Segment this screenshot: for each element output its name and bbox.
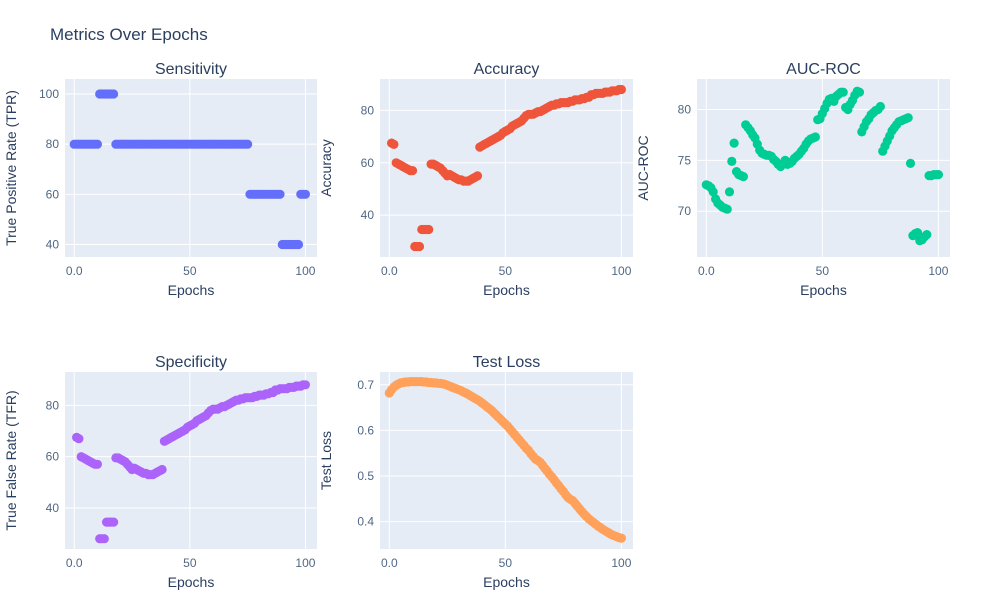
test-loss-x-tick-label: 0.0 — [381, 556, 398, 570]
test-loss-y-tick-label: 0.7 — [357, 378, 374, 392]
specificity-gridlines — [65, 372, 317, 549]
specificity-data-point — [74, 434, 84, 444]
sensitivity-data-point — [275, 189, 285, 199]
accuracy-y-tick-label: 80 — [361, 103, 375, 117]
sensitivity-data-point — [109, 89, 119, 99]
accuracy-gridlines — [380, 79, 633, 257]
accuracy-data-point — [407, 166, 418, 176]
auc-roc-data-point — [854, 87, 865, 97]
test-loss-x-tick-label: 100 — [611, 556, 631, 570]
sensitivity-y-tick-label: 80 — [46, 137, 60, 151]
sensitivity-subplot-title: Sensitivity — [155, 61, 227, 78]
accuracy-x-tick-label: 100 — [611, 264, 631, 278]
specificity-series — [72, 380, 310, 544]
auc-roc-data-point — [838, 87, 848, 97]
specificity-y-tick-label: 80 — [46, 398, 60, 412]
subplots-container: 0.0 50 100 40 60 80 100 Sensitivity Epochs True P… — [3, 61, 950, 590]
auc-roc-data-point — [727, 156, 737, 166]
test-loss-subplot-title: Test Loss — [473, 354, 541, 371]
test-loss-x-tick-label: 50 — [499, 556, 513, 570]
accuracy-data-point — [389, 139, 399, 149]
auc-roc-x-tick-label: 0.0 — [698, 264, 715, 278]
test-loss-series — [384, 377, 627, 543]
sensitivity-data-point — [300, 189, 310, 199]
accuracy-y-tick-label: 40 — [361, 208, 375, 222]
test-loss-y-tick-label: 0.5 — [357, 469, 374, 483]
test-loss-subplot: 0.0 50 100 0.4 0.5 0.6 0.7 Test Loss Epochs Test … — [318, 354, 633, 590]
auc-roc-x-tick-label: 100 — [928, 264, 948, 278]
test-loss-y-tick-label: 0.6 — [357, 423, 374, 437]
sensitivity-x-axis-title: Epochs — [168, 282, 215, 298]
specificity-y-tick-label: 60 — [46, 450, 60, 464]
accuracy-data-point — [414, 241, 425, 252]
sensitivity-subplot: 0.0 50 100 40 60 80 100 Sensitivity Epochs True P… — [3, 61, 317, 298]
auc-roc-data-point — [810, 132, 821, 142]
test-loss-y-axis-title: Test Loss — [318, 431, 334, 490]
auc-roc-y-tick-label: 75 — [678, 153, 692, 167]
auc-roc-subplot-title: AUC-ROC — [786, 61, 861, 78]
accuracy-data-point — [424, 224, 434, 235]
auc-roc-y-tick-label: 70 — [678, 204, 692, 218]
accuracy-y-axis-title: Accuracy — [318, 139, 334, 197]
accuracy-x-tick-label: 50 — [499, 264, 513, 278]
specificity-subplot: 0.0 50 100 40 60 80 Specificity Epochs True Fals… — [3, 354, 317, 590]
test-loss-y-tick-label: 0.4 — [357, 515, 374, 529]
specificity-data-point — [109, 517, 119, 527]
auc-roc-data-point — [875, 101, 886, 112]
specificity-data-point — [300, 380, 310, 390]
accuracy-subplot: 0.0 50 100 40 60 80 Accuracy Epochs Accuracy — [318, 61, 633, 298]
auc-roc-x-axis-title: Epochs — [800, 282, 847, 298]
auc-roc-data-point — [933, 170, 944, 180]
sensitivity-data-point — [293, 239, 304, 250]
specificity-y-tick-label: 40 — [46, 501, 60, 515]
auc-roc-data-point — [905, 158, 916, 168]
specificity-data-point — [157, 464, 167, 475]
chart-main-title: Metrics Over Epochs — [50, 25, 208, 44]
auc-roc-data-point — [922, 230, 932, 240]
accuracy-data-point — [616, 84, 627, 95]
specificity-data-point — [99, 534, 109, 544]
auc-roc-data-point — [729, 138, 739, 148]
specificity-y-axis-title: True False Rate (TFR) — [3, 390, 19, 530]
sensitivity-y-axis-title: True Positive Rate (TPR) — [3, 90, 19, 246]
accuracy-subplot-title: Accuracy — [474, 61, 540, 78]
sensitivity-y-tick-label: 40 — [46, 237, 60, 251]
test-loss-gridlines — [380, 372, 633, 549]
auc-roc-data-point — [738, 172, 749, 182]
sensitivity-y-tick-label: 60 — [46, 187, 60, 201]
auc-roc-subplot: 0.0 50 100 70 75 80 AUC-ROC Epochs AUC-ROC — [635, 61, 950, 298]
auc-roc-data-point — [724, 187, 735, 197]
auc-roc-data-point — [912, 228, 923, 238]
auc-roc-y-axis-title: AUC-ROC — [635, 135, 651, 200]
test-loss-x-axis-title: Epochs — [483, 574, 530, 590]
sensitivity-series — [69, 89, 310, 250]
specificity-x-axis-title: Epochs — [168, 574, 215, 590]
auc-roc-data-point — [708, 187, 718, 197]
sensitivity-x-tick-label: 100 — [295, 264, 315, 278]
accuracy-series — [387, 84, 627, 252]
sensitivity-y-tick-label: 100 — [39, 87, 59, 101]
accuracy-x-tick-label: 0.0 — [381, 264, 398, 278]
accuracy-x-axis-title: Epochs — [483, 282, 530, 298]
accuracy-y-tick-label: 60 — [361, 156, 375, 170]
sensitivity-x-tick-label: 0.0 — [66, 264, 83, 278]
auc-roc-data-point — [722, 204, 732, 214]
auc-roc-data-point — [903, 113, 913, 123]
accuracy-data-point — [472, 171, 483, 181]
specificity-x-tick-label: 0.0 — [66, 556, 83, 570]
sensitivity-plot-area — [65, 79, 317, 257]
specificity-x-tick-label: 100 — [295, 556, 315, 570]
specificity-subplot-title: Specificity — [155, 354, 227, 371]
auc-roc-y-tick-label: 80 — [678, 103, 692, 117]
specificity-data-point — [92, 459, 102, 469]
sensitivity-x-tick-label: 50 — [183, 264, 197, 278]
sensitivity-data-point — [92, 139, 102, 149]
specificity-x-tick-label: 50 — [183, 556, 197, 570]
auc-roc-series — [701, 86, 944, 246]
auc-roc-x-tick-label: 50 — [816, 264, 830, 278]
sensitivity-data-point — [243, 139, 253, 149]
test-loss-data-point — [616, 533, 627, 543]
